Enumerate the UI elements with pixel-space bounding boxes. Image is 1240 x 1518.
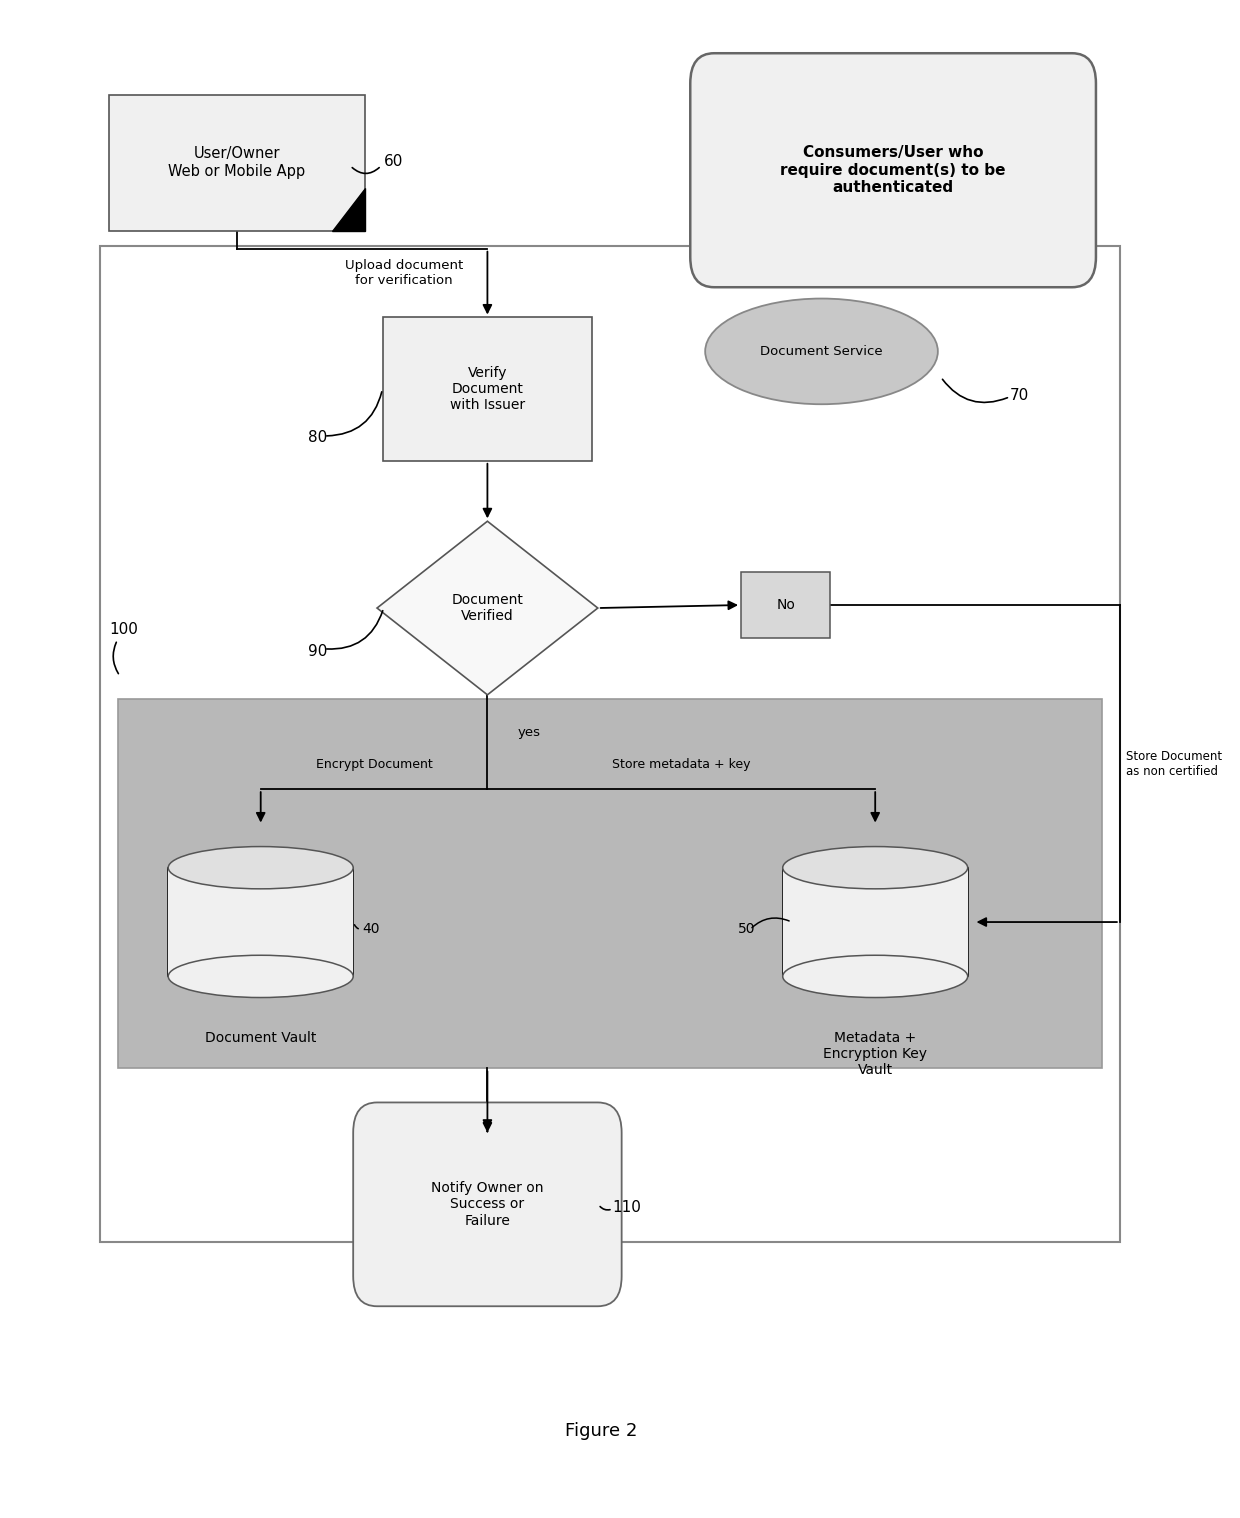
Text: Verify
Document
with Issuer: Verify Document with Issuer [450, 366, 525, 413]
Bar [782, 868, 967, 976]
FancyBboxPatch shape [383, 317, 591, 461]
Text: No: No [776, 598, 795, 612]
Polygon shape [377, 521, 598, 695]
FancyBboxPatch shape [99, 246, 1120, 1242]
Text: Notify Owner on
Success or
Failure: Notify Owner on Success or Failure [432, 1181, 543, 1228]
Text: Encrypt Document: Encrypt Document [316, 757, 433, 771]
Text: Document
Verified: Document Verified [451, 594, 523, 622]
Text: Document Vault: Document Vault [205, 1031, 316, 1044]
Ellipse shape [782, 955, 967, 997]
Text: 110: 110 [613, 1199, 641, 1214]
Text: Metadata +
Encryption Key
Vault: Metadata + Encryption Key Vault [823, 1031, 928, 1078]
Ellipse shape [169, 955, 353, 997]
Text: 90: 90 [309, 644, 327, 659]
Text: yes: yes [517, 726, 541, 739]
Text: 40: 40 [362, 921, 379, 935]
FancyBboxPatch shape [742, 572, 831, 638]
Text: User/Owner
Web or Mobile App: User/Owner Web or Mobile App [169, 146, 305, 179]
Ellipse shape [782, 847, 967, 890]
Text: 60: 60 [383, 153, 403, 168]
Polygon shape [332, 188, 365, 231]
Text: Upload document
for verification: Upload document for verification [345, 260, 463, 287]
FancyBboxPatch shape [118, 698, 1102, 1069]
Text: Figure 2: Figure 2 [564, 1422, 637, 1439]
Text: Store Document
as non certified: Store Document as non certified [1126, 750, 1221, 777]
Text: Document Service: Document Service [760, 345, 883, 358]
FancyBboxPatch shape [353, 1102, 621, 1307]
Ellipse shape [169, 847, 353, 890]
FancyBboxPatch shape [691, 53, 1096, 287]
Text: 100: 100 [109, 622, 138, 636]
Text: Store metadata + key: Store metadata + key [613, 757, 750, 771]
Text: 70: 70 [1011, 387, 1029, 402]
Ellipse shape [706, 299, 937, 404]
Text: 50: 50 [738, 921, 755, 935]
FancyBboxPatch shape [109, 94, 365, 231]
Text: Consumers/User who
require document(s) to be
authenticated: Consumers/User who require document(s) t… [780, 146, 1006, 196]
Text: 80: 80 [309, 430, 327, 445]
Bar [169, 868, 353, 976]
